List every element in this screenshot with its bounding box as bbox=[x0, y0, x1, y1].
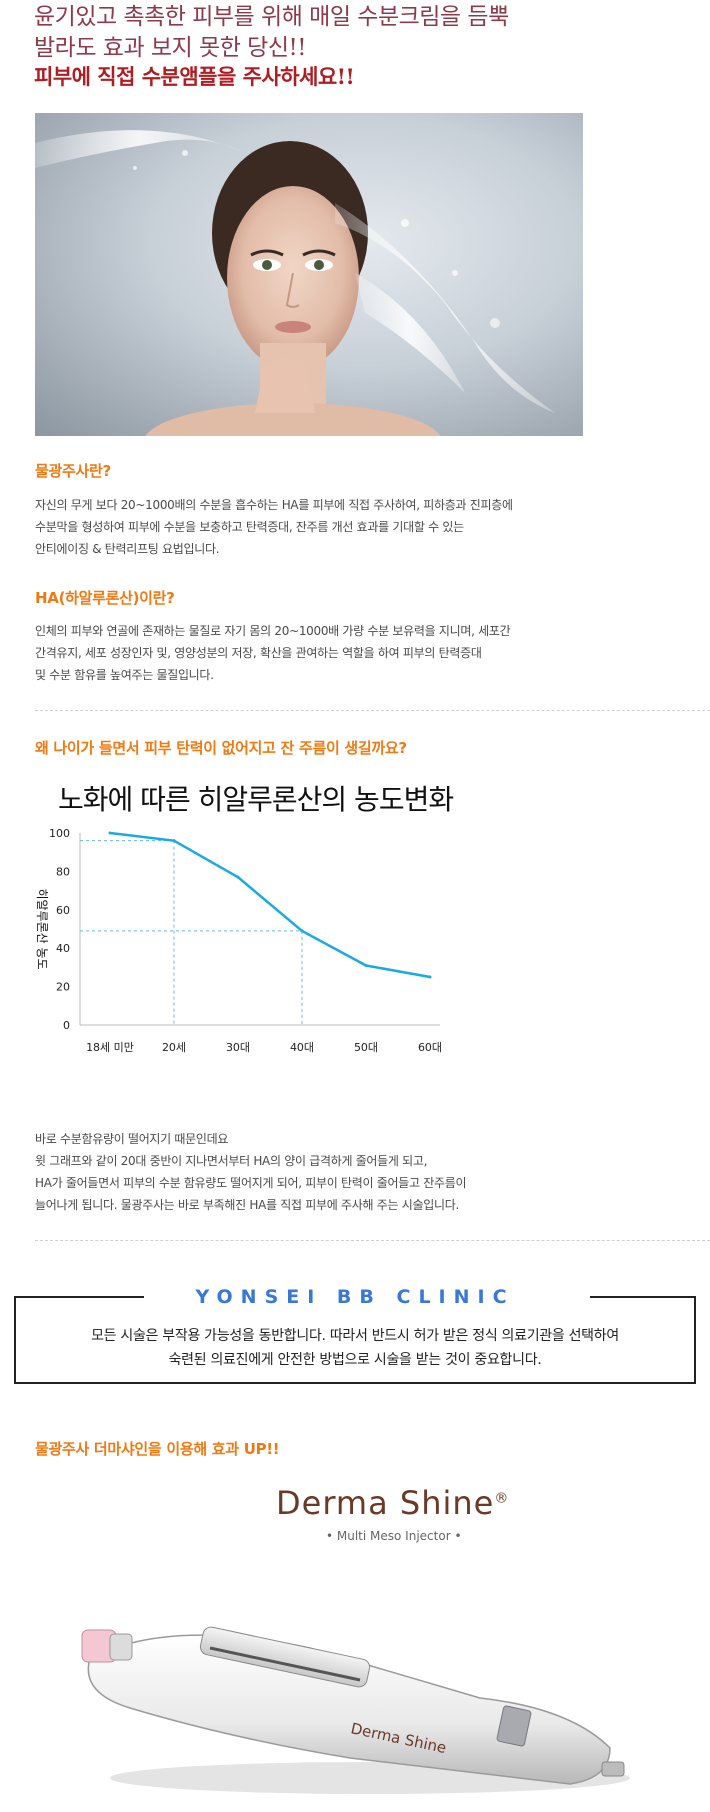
why-text-2: 윗 그래프와 같이 20대 중반이 지나면서부터 HA의 양이 급격하게 줄어들… bbox=[35, 1154, 428, 1168]
y-axis-label: 히알루론산 농도 bbox=[35, 888, 49, 969]
data-point bbox=[364, 963, 368, 967]
chart-title: 노화에 따른 히알루론산의 농도변화 bbox=[58, 783, 454, 816]
section-title-mulgwang: 물광주사란? bbox=[35, 462, 111, 480]
x-tick-label: 50대 bbox=[354, 1041, 378, 1054]
clinic-box-top-left bbox=[14, 1296, 144, 1298]
ha-concentration-chart: 0 20 40 60 80 100 18세 미만 20세 30대 40대 50대 60대 히알루론산 농… bbox=[35, 827, 442, 1054]
data-point bbox=[236, 875, 240, 879]
section-title-derma: 물광주사 더마샤인을 이용해 효과 UP!! bbox=[35, 1440, 280, 1458]
clinic-box-top-right bbox=[590, 1296, 696, 1298]
why-text-3: HA가 줄어들면서 피부의 수분 함유량도 떨어지게 되어, 피부이 탄력이 줄… bbox=[35, 1176, 467, 1190]
divider bbox=[35, 1240, 710, 1241]
mulgwang-text-3: 안티에이징 & 탄력리프팅 요법입니다. bbox=[35, 542, 220, 556]
x-tick-label: 30대 bbox=[226, 1041, 250, 1054]
y-tick-label: 40 bbox=[56, 942, 70, 955]
injector-device-image: Derma Shine bbox=[50, 1548, 670, 1812]
clinic-notice-box bbox=[14, 1296, 696, 1384]
clinic-notice-line-1: 모든 시술은 부작용 가능성을 동반합니다. 따라서 반드시 허가 받은 정식 … bbox=[91, 1328, 619, 1344]
derma-shine-subtitle: • Multi Meso Injector • bbox=[326, 1529, 462, 1543]
x-tick-label: 40대 bbox=[290, 1041, 314, 1054]
why-text-1: 바로 수분함유량이 떨어지기 때문인데요 bbox=[35, 1132, 229, 1146]
mulgwang-text-1: 자신의 무게 보다 20~1000배의 수분을 흡수하는 HA를 피부에 직접 … bbox=[35, 498, 513, 512]
derma-shine-logo: Derma Shine® bbox=[276, 1484, 510, 1522]
mulgwang-text-2: 수분막을 형성하여 피부에 수분을 보충하고 탄력증대, 잔주름 개선 효과를 … bbox=[35, 520, 464, 534]
ha-text-1: 인체의 피부와 연골에 존재하는 물질로 자기 몸의 20~1000배 가량 수… bbox=[35, 624, 511, 638]
ha-text-2: 간격유지, 세포 성장인자 및, 영양성분의 저장, 확산을 관여하는 역할을 … bbox=[35, 646, 482, 660]
data-point bbox=[108, 831, 112, 835]
y-tick-label: 60 bbox=[56, 904, 70, 917]
y-tick-label: 100 bbox=[49, 827, 70, 840]
x-tick-label: 18세 미만 bbox=[86, 1041, 134, 1054]
series-line bbox=[109, 831, 431, 979]
x-tick-label: 60대 bbox=[418, 1041, 442, 1054]
y-tick-label: 0 bbox=[63, 1019, 70, 1032]
y-tick-label: 20 bbox=[56, 981, 70, 994]
section-title-why: 왜 나이가 들면서 피부 탄력이 없어지고 잔 주름이 생길까요? bbox=[35, 739, 407, 757]
divider bbox=[35, 710, 710, 711]
headline-line-1: 윤기있고 촉촉한 피부를 위해 매일 수분크림을 듬뿍 bbox=[34, 4, 509, 30]
headline-cta: 피부에 직접 수분앰플을 주사하세요!! bbox=[34, 64, 355, 89]
clinic-notice-line-2: 숙련된 의료진에게 안전한 방법으로 시술을 받는 것이 중요합니다. bbox=[168, 1352, 542, 1368]
data-point bbox=[172, 839, 176, 843]
why-text-4: 늘어나게 됩니다. 물광주사는 바로 부족해진 HA를 직접 피부에 주사해 주… bbox=[35, 1198, 459, 1212]
data-point bbox=[300, 929, 304, 933]
section-title-ha: HA(하알루론산)이란? bbox=[35, 589, 175, 607]
ha-text-3: 및 수분 함유를 높여주는 물질입니다. bbox=[35, 668, 214, 682]
data-point bbox=[428, 975, 432, 979]
x-tick-label: 20세 bbox=[162, 1041, 186, 1054]
y-tick-label: 80 bbox=[56, 865, 70, 878]
clinic-title: YONSEI BB CLINIC bbox=[195, 1286, 515, 1308]
headline-line-2: 발라도 효과 보지 못한 당신!! bbox=[34, 35, 307, 61]
hero-image-woman-water-splash bbox=[35, 113, 583, 436]
